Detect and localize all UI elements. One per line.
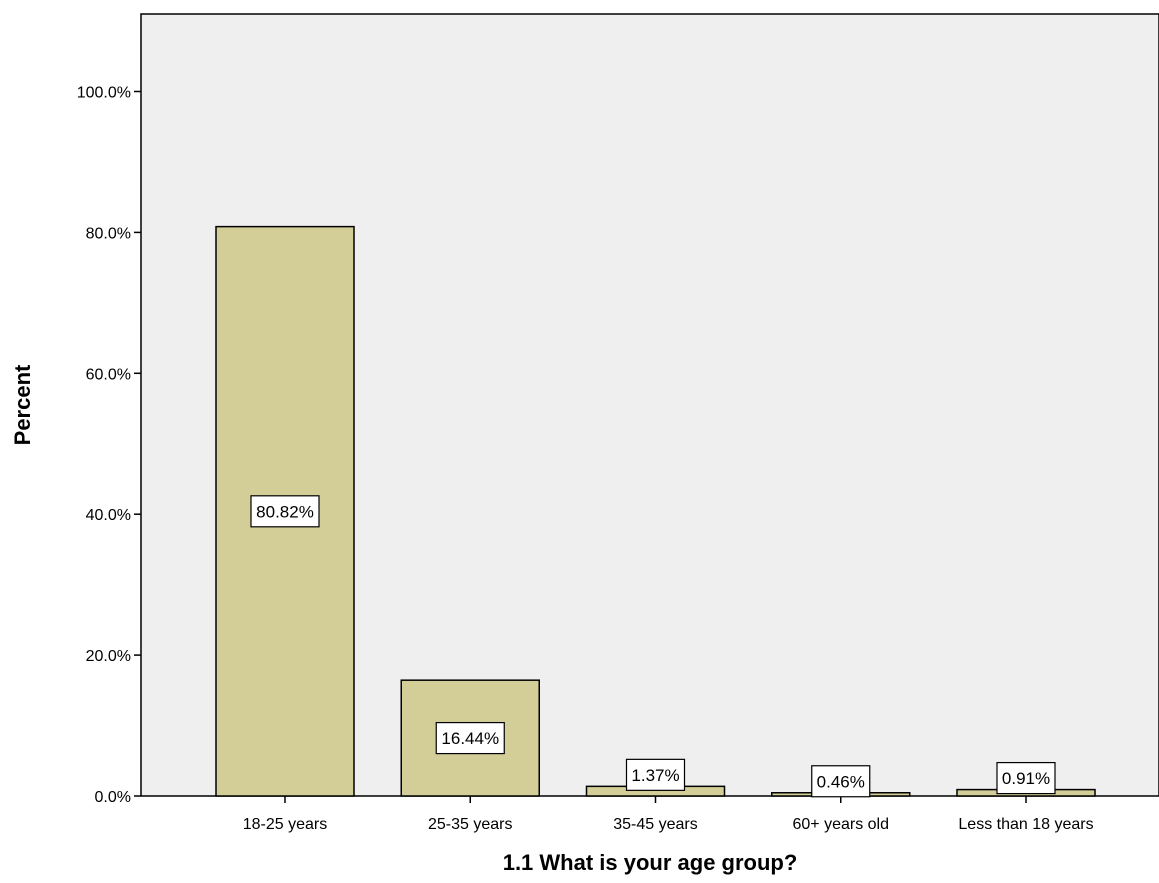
data-label-text: 1.37%	[631, 766, 679, 785]
data-label-text: 80.82%	[256, 502, 314, 521]
x-tick-label: 60+ years old	[792, 816, 889, 833]
x-tick-label: 35-45 years	[613, 816, 698, 833]
x-tick-label: 25-35 years	[428, 816, 513, 833]
data-label-box	[435, 721, 505, 755]
y-axis: 0.0% 20.0% 40.0% 60.0% 80.0% 100.0%	[77, 84, 141, 806]
y-tick-label: 0.0%	[95, 789, 131, 806]
y-tick-label: 80.0%	[86, 225, 131, 242]
y-axis-title: Percent	[10, 364, 35, 445]
bars	[215, 225, 1096, 797]
y-tick-label: 20.0%	[86, 648, 131, 665]
x-tick-label: Less than 18 years	[958, 816, 1093, 833]
data-labels: 80.82% 16.44% 1.37% 0.46% 0.91%	[250, 495, 1056, 798]
data-label: 80.82%	[250, 495, 320, 528]
data-label-box	[811, 765, 871, 798]
data-label-box	[996, 761, 1056, 795]
y-tick-label: 100.0%	[77, 84, 131, 101]
data-label: 0.46%	[811, 765, 871, 798]
data-label-text: 0.46%	[817, 772, 865, 791]
x-axis-title: 1.1 What is your age group?	[503, 850, 798, 875]
x-axis: 18-25 years 25-35 years 35-45 years 60+ yea…	[243, 796, 1094, 833]
y-tick-label: 40.0%	[86, 507, 131, 524]
data-label-text: 16.44%	[441, 729, 499, 748]
x-tick-label: 18-25 years	[243, 816, 328, 833]
data-label: 1.37%	[625, 758, 686, 791]
data-label: 0.91%	[996, 761, 1056, 795]
data-label-box	[250, 495, 320, 528]
data-label: 16.44%	[435, 721, 505, 755]
y-tick-label: 60.0%	[86, 366, 131, 383]
data-label-box	[625, 758, 686, 791]
data-label-text: 0.91%	[1002, 769, 1050, 788]
